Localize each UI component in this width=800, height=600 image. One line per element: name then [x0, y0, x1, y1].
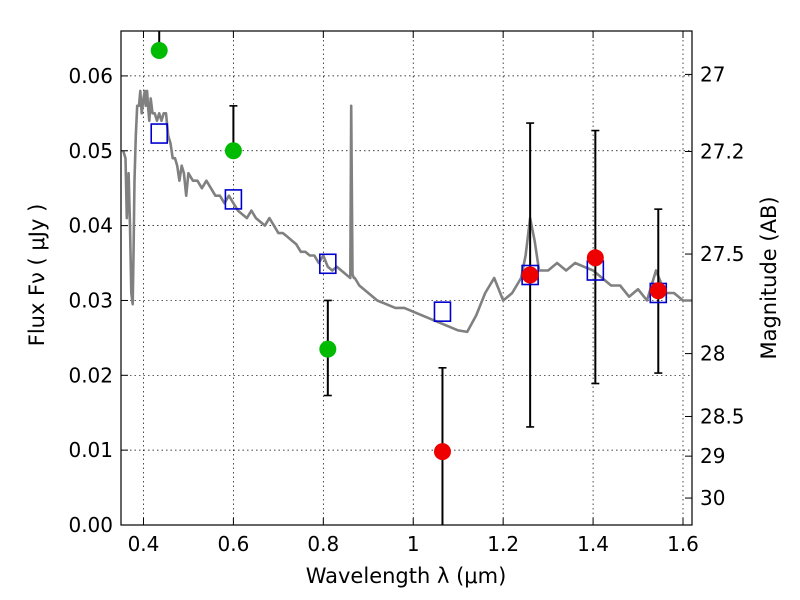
plot-frame — [120, 30, 693, 526]
x-tick-label: 0.8 — [307, 532, 339, 556]
data-point — [433, 443, 451, 461]
x-tick-label: 1.6 — [667, 532, 699, 556]
axis-ticks: 0.4 0.6 0.8 1 1.2 1.4 1.6 0.00 0.01 0.02 0.03 0.04 0… — [68, 31, 745, 556]
y2-tick-label: 29 — [700, 444, 725, 468]
model-photometry-square — [224, 189, 243, 210]
y-axis-title: Flux Fν ( μJy ) — [25, 204, 49, 347]
y-tick-label: 0.03 — [68, 288, 113, 312]
y-tick-label: 0.06 — [68, 64, 113, 88]
y2-tick-label: 30 — [700, 486, 725, 510]
y2-axis-title: Magnitude (AB) — [757, 196, 781, 359]
y2-tick-label: 27 — [700, 62, 725, 86]
x-tick-label: 1 — [407, 532, 420, 556]
x-axis-title: Wavelength λ (μm) — [306, 564, 507, 588]
data-point — [150, 41, 168, 59]
y-tick-label: 0.01 — [68, 438, 113, 462]
y2-tick-label: 27.5 — [700, 242, 745, 266]
model-photometry-square — [319, 253, 337, 275]
y2-tick-label: 28 — [700, 342, 725, 366]
y2-tick-label: 27.2 — [700, 140, 745, 164]
data-point — [319, 340, 337, 358]
data-point — [586, 249, 604, 267]
data-point — [521, 266, 539, 284]
y-tick-label: 0.02 — [68, 363, 113, 387]
error-bars-layer — [155, 31, 663, 525]
data-point — [224, 142, 242, 160]
x-tick-label: 0.4 — [128, 532, 160, 556]
grid-lines — [121, 31, 692, 525]
model-photometry-square — [433, 301, 452, 322]
y-tick-label: 0.00 — [68, 513, 113, 537]
x-tick-label: 1.2 — [487, 532, 519, 556]
markers-layer — [150, 41, 668, 461]
model-spectrum-layer — [121, 89, 692, 334]
x-tick-label: 1.4 — [577, 532, 609, 556]
model-photometry-square — [150, 123, 169, 144]
y-tick-label: 0.04 — [68, 214, 113, 238]
data-point — [649, 282, 667, 300]
x-tick-label: 0.6 — [217, 532, 249, 556]
spectrum-line — [121, 89, 692, 334]
y2-tick-label: 28.5 — [700, 404, 745, 428]
y-tick-label: 0.05 — [68, 139, 113, 163]
